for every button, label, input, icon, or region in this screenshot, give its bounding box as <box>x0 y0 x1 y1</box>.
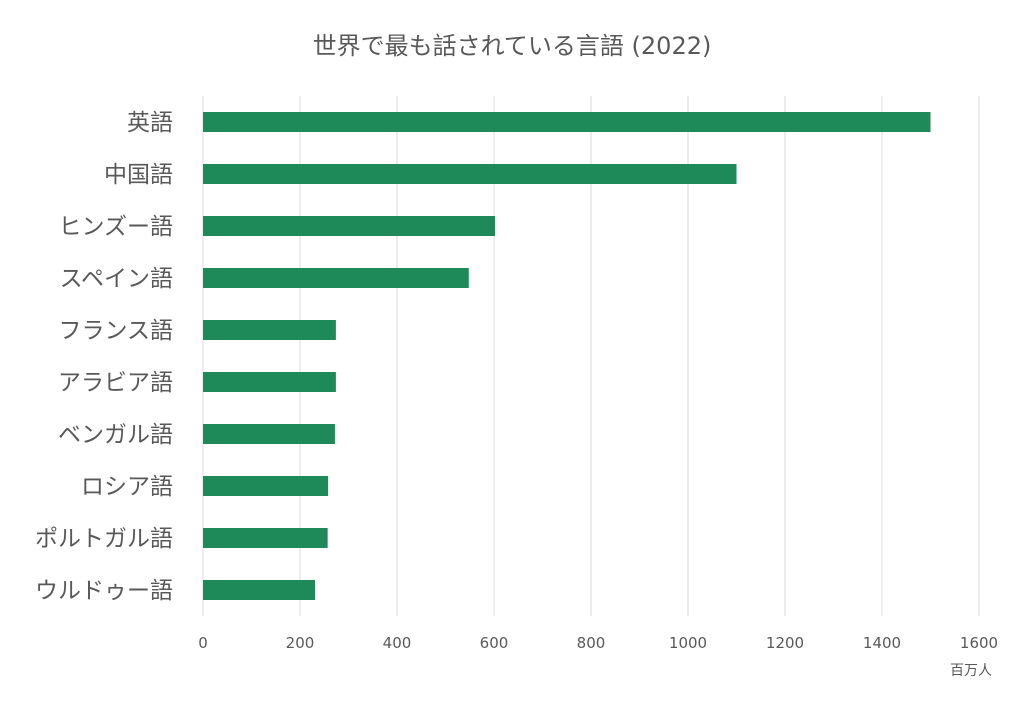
bar-9 <box>203 528 328 548</box>
bar-7 <box>203 424 335 444</box>
category-label-3: ヒンズー語 <box>58 214 173 240</box>
x-tick-label-600: 600 <box>480 634 509 652</box>
bar-4 <box>203 268 469 288</box>
x-axis-unit-label: 百万人 <box>950 663 992 679</box>
x-tick-label-400: 400 <box>383 634 412 652</box>
bar-5 <box>203 320 336 340</box>
bar-8 <box>203 476 329 496</box>
bar-6 <box>203 372 336 392</box>
category-label-5: フランス語 <box>58 318 173 344</box>
bar-1 <box>203 112 931 132</box>
x-tick-label-1600: 1600 <box>960 634 998 652</box>
category-label-10: ウルドゥー語 <box>35 578 173 604</box>
bar-10 <box>203 580 316 600</box>
bar-2 <box>203 164 737 184</box>
x-tick-label-800: 800 <box>577 634 606 652</box>
bar-3 <box>203 216 495 236</box>
category-label-7: ベンガル語 <box>58 422 173 448</box>
category-label-1: 英語 <box>127 110 173 136</box>
chart-title: 世界で最も話されている言語 (2022) <box>312 32 712 60</box>
category-labels: 英語中国語ヒンズー語スペイン語フランス語アラビア語ベンガル語ロシア語ポルトガル語… <box>35 110 173 604</box>
category-label-4: スペイン語 <box>60 266 173 292</box>
x-tick-label-1000: 1000 <box>669 634 707 652</box>
category-label-6: アラビア語 <box>58 370 173 396</box>
x-tick-label-200: 200 <box>286 634 315 652</box>
x-tick-label-1400: 1400 <box>863 634 901 652</box>
x-tick-labels: 0 200 400 600 800 1000 1200 1400 1600 <box>198 634 998 652</box>
category-label-8: ロシア語 <box>81 474 173 500</box>
bars <box>203 112 931 600</box>
category-label-2: 中国語 <box>104 162 173 188</box>
x-tick-label-1200: 1200 <box>766 634 804 652</box>
x-tick-label-0: 0 <box>198 634 208 652</box>
category-label-9: ポルトガル語 <box>35 526 173 552</box>
